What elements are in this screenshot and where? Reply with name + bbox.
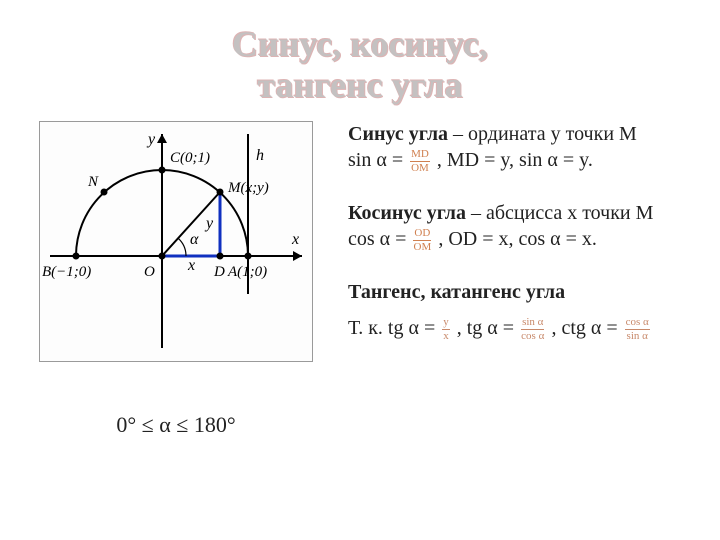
tan-f1n: y <box>442 317 450 330</box>
cos-frac-den: OM <box>413 241 431 253</box>
svg-text:y: y <box>204 215 214 232</box>
cos-frac: ODOM <box>413 228 431 253</box>
tan-frac2: sin αcos α <box>521 317 544 342</box>
tan-f2n: sin α <box>521 317 544 330</box>
cos-head-bold: Косинус угла <box>348 202 466 224</box>
sine-frac: MDOM <box>410 149 430 174</box>
cos-head-rest: – абсцисса х точки М <box>466 202 653 224</box>
diagram-svg: A(1;0)B(−1;0)C(0;1)M(x;y)NDOxyαhyx <box>42 124 310 354</box>
svg-text:h: h <box>256 147 264 164</box>
svg-text:N: N <box>87 174 99 190</box>
tan-frac3: cos αsin α <box>625 317 650 342</box>
unit-circle-diagram: A(1;0)B(−1;0)C(0;1)M(x;y)NDOxyαhyx <box>39 121 313 362</box>
tangent-definition: Тангенс, катангенс угла Т. к. tg α = yx … <box>348 279 694 342</box>
sine-definition: Синус угла – ордината у точки М sin α = … <box>348 121 694 174</box>
svg-text:A(1;0): A(1;0) <box>227 264 267 280</box>
cos-frac-num: OD <box>413 228 431 241</box>
slide-title: Синус, косинус, тангенс угла <box>0 0 720 113</box>
content-area: A(1;0)B(−1;0)C(0;1)M(x;y)NDOxyαhyx 0° ≤ … <box>0 113 720 438</box>
sine-formula: sin α = MDOM , MD = y, sin α = y. <box>348 147 694 174</box>
sine-post: , MD = y, sin α = y. <box>432 149 593 171</box>
tan-frac1: yx <box>442 317 450 342</box>
tan-b: , tg α = <box>452 317 519 339</box>
svg-text:O: O <box>144 264 155 280</box>
cos-pre: cos α = <box>348 228 411 250</box>
svg-text:B(−1;0): B(−1;0) <box>42 264 91 280</box>
svg-text:x: x <box>187 257 195 274</box>
svg-text:M(x;y): M(x;y) <box>227 180 269 196</box>
tan-c: , ctg α = <box>546 317 622 339</box>
tan-formula: Т. к. tg α = yx , tg α = sin αcos α , ct… <box>348 315 694 342</box>
svg-text:y: y <box>146 131 156 148</box>
sine-frac-num: MD <box>410 149 430 162</box>
tan-f3d: sin α <box>625 330 650 342</box>
tan-f1d: x <box>442 330 450 342</box>
right-column: Синус угла – ордината у точки М sin α = … <box>326 121 694 438</box>
sine-head-bold: Синус угла <box>348 123 448 145</box>
cosine-definition: Косинус угла – абсцисса х точки М cos α … <box>348 200 694 253</box>
svg-text:α: α <box>190 231 199 248</box>
svg-text:D: D <box>213 264 225 280</box>
svg-text:x: x <box>291 231 299 248</box>
sine-frac-den: OM <box>410 162 430 174</box>
tan-a: Т. к. tg α <box>348 317 424 339</box>
angle-range: 0° ≤ α ≤ 180° <box>116 412 235 438</box>
svg-text:C(0;1): C(0;1) <box>170 150 210 166</box>
tan-head-bold: Тангенс, катангенс угла <box>348 281 565 303</box>
title-line1: Синус, косинус, <box>0 24 720 65</box>
tan-head: Тангенс, катангенс угла <box>348 279 694 305</box>
left-column: A(1;0)B(−1;0)C(0;1)M(x;y)NDOxyαhyx 0° ≤ … <box>26 121 326 438</box>
tan-f2d: cos α <box>521 330 544 342</box>
cos-formula: cos α = ODOM , OD = x, cos α = x. <box>348 226 694 253</box>
sine-head: Синус угла – ордината у точки М <box>348 121 694 147</box>
sine-head-rest: – ордината у точки М <box>448 123 637 145</box>
cos-head: Косинус угла – абсцисса х точки М <box>348 200 694 226</box>
title-line2: тангенс угла <box>0 65 720 106</box>
cos-post: , OD = x, cos α = x. <box>433 228 597 250</box>
sine-pre: sin α = <box>348 149 408 171</box>
tan-f3n: cos α <box>625 317 650 330</box>
